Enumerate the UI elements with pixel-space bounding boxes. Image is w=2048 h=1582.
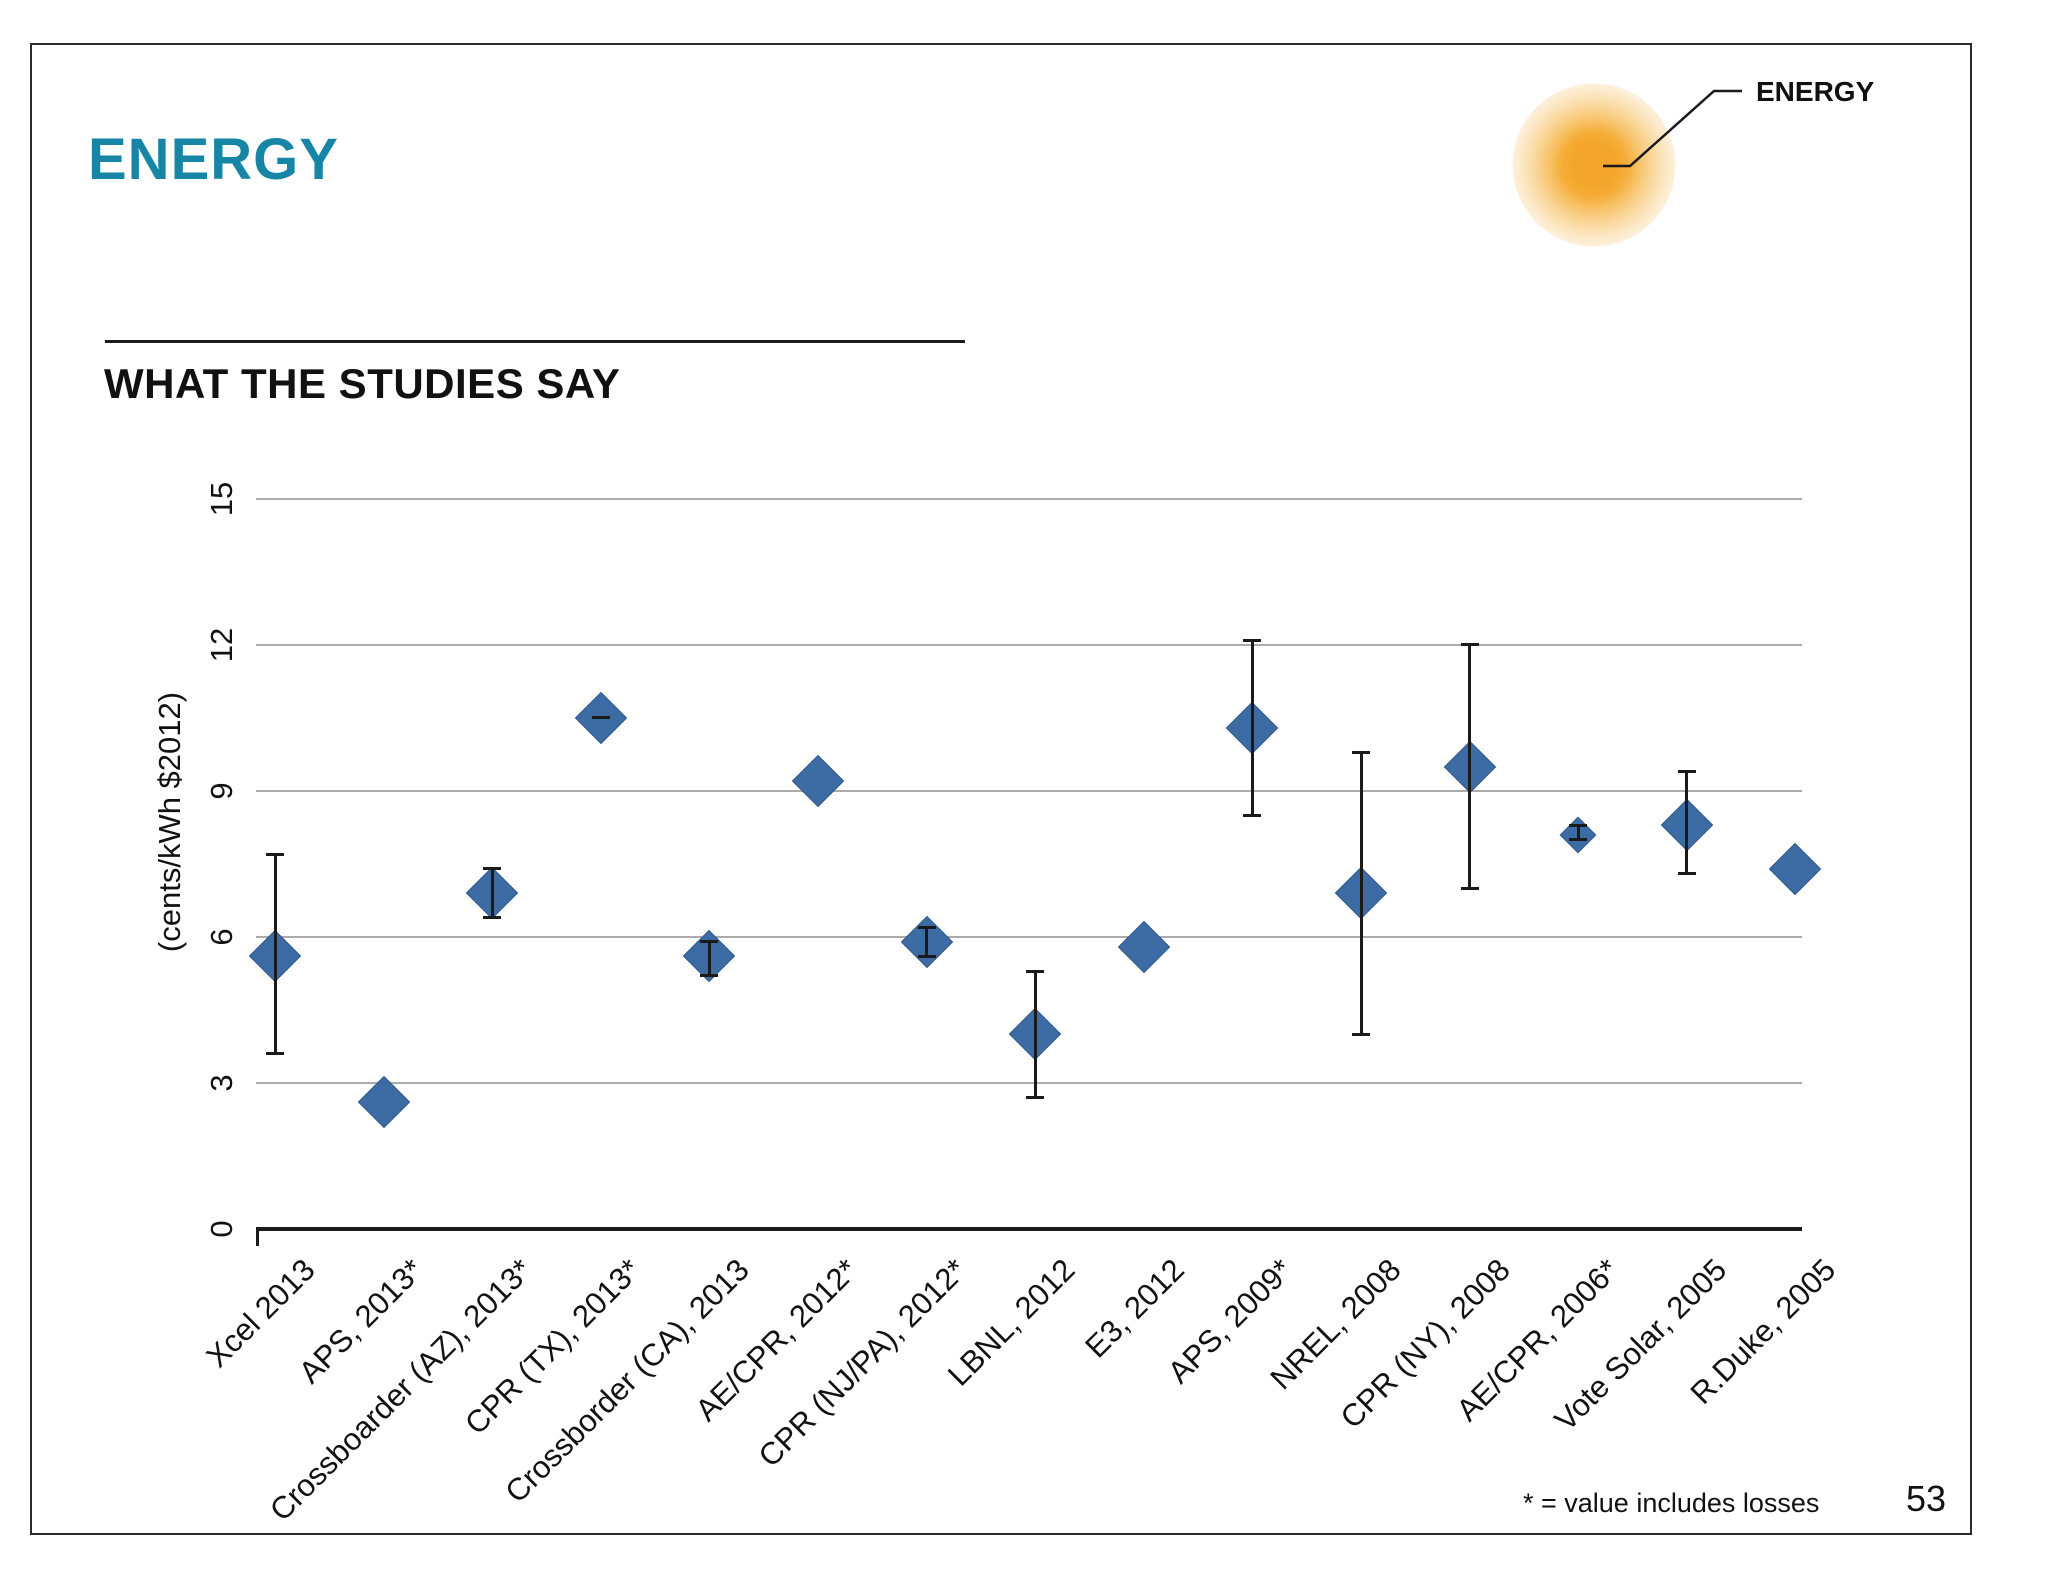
y-tick-label-15: 15 <box>204 481 239 517</box>
footnote: * = value includes losses <box>1523 1488 1820 1518</box>
error-bar-line <box>273 854 277 1054</box>
error-bar-line <box>490 868 494 918</box>
error-bar-cap-top <box>917 925 936 929</box>
gridline-15 <box>256 497 1802 500</box>
error-bar-cap-bottom <box>700 974 719 978</box>
y-tick-label-6: 6 <box>204 928 239 946</box>
error-bar-cap-bottom <box>591 716 610 720</box>
error-bar-line <box>1250 640 1254 816</box>
error-bar-cap-bottom <box>1677 872 1696 876</box>
error-bar-cap-top <box>1026 969 1045 973</box>
error-bar-cap-bottom <box>266 1052 284 1056</box>
gridline-6 <box>256 935 1802 938</box>
error-bar-line <box>707 941 711 976</box>
sun-callout-label: ENERGY <box>1756 76 1875 107</box>
gridline-3 <box>256 1081 1802 1084</box>
error-bar-line <box>1685 771 1689 874</box>
y-tick-label-0: 0 <box>204 1220 239 1238</box>
error-bar-cap-top <box>1352 750 1370 754</box>
error-bar-cap-bottom <box>1460 886 1479 890</box>
error-bar-cap-top <box>1677 770 1696 773</box>
error-bar-cap-bottom <box>1243 813 1262 817</box>
slide-title: ENERGY <box>88 127 339 192</box>
origin-tick <box>256 1229 259 1246</box>
y-axis-title: (cents/kWh $2012) <box>152 691 187 953</box>
error-bar-line <box>925 927 929 957</box>
error-bar-cap-top <box>266 852 284 856</box>
error-bar-cap-bottom <box>1026 1096 1045 1100</box>
error-bar-line <box>1468 644 1472 889</box>
error-bar-cap-top <box>1460 643 1479 647</box>
error-bar-cap-top <box>1243 638 1262 642</box>
error-bar-cap-bottom <box>917 954 936 958</box>
error-bar-cap-bottom <box>1352 1032 1370 1036</box>
heading-rule <box>105 340 965 343</box>
error-bar-line <box>1576 825 1580 840</box>
error-bar-cap-top <box>483 867 502 871</box>
gridline-9 <box>256 789 1802 792</box>
error-bar-cap-bottom <box>483 916 502 919</box>
section-heading: WHAT THE STUDIES SAY <box>104 360 621 407</box>
error-bar-cap-top <box>1569 823 1588 827</box>
error-bar-line <box>1359 752 1363 1035</box>
error-bar-cap-bottom <box>1569 838 1588 842</box>
sun-icon <box>1479 50 1709 280</box>
x-axis <box>256 1227 1802 1231</box>
y-tick-label-12: 12 <box>204 627 239 663</box>
y-tick-label-3: 3 <box>204 1074 239 1092</box>
page-number: 53 <box>1906 1478 1947 1519</box>
y-tick-label-9: 9 <box>204 782 239 800</box>
error-bar-cap-top <box>700 940 719 944</box>
gridline-12 <box>256 643 1802 646</box>
slide-border <box>30 43 1972 1535</box>
error-bar-line <box>1033 971 1037 1098</box>
